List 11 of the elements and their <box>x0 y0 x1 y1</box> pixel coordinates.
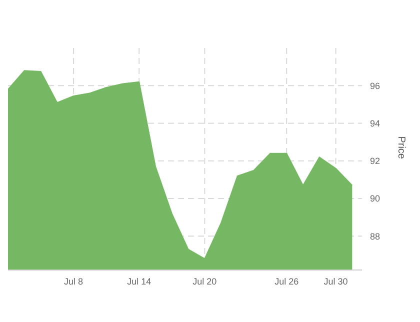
y-tick-label: 92 <box>370 156 380 166</box>
y-tick-label: 94 <box>370 118 380 128</box>
x-tick-label: Jul 20 <box>192 276 217 286</box>
y-axis-title: Price <box>395 136 406 160</box>
x-tick-label: Jul 14 <box>127 276 152 286</box>
x-tick-label: Jul 30 <box>324 276 348 286</box>
x-tick-label: Jul 26 <box>274 276 299 286</box>
y-tick-label: 88 <box>370 231 380 242</box>
y-tick-label: 96 <box>370 80 380 91</box>
x-tick-label: Jul 8 <box>64 276 84 286</box>
y-tick-label: 90 <box>370 194 380 204</box>
